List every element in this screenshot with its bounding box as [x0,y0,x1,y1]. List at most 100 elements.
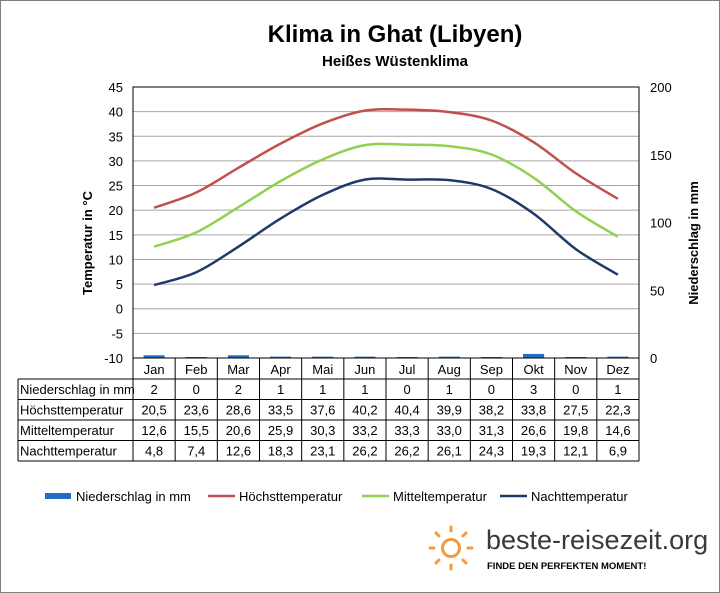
y-tick-label: 30 [109,154,123,169]
mean-temperature-line [153,142,619,248]
table-row-label: Nachttemperatur [20,444,117,459]
table-cell: 6,9 [609,444,627,459]
month-label: Nov [564,362,588,377]
month-label: Mar [227,362,250,377]
month-label: Jun [354,362,375,377]
table-cell: 2 [235,382,242,397]
table-cell: 4,8 [145,444,163,459]
legend-label: Niederschlag in mm [76,489,191,504]
y-tick-label: -10 [104,351,123,366]
table-cell: 12,1 [563,444,588,459]
table-cell: 31,3 [479,423,504,438]
table-cell: 23,6 [184,403,209,418]
month-label: Apr [270,362,291,377]
table-cell: 19,8 [563,423,588,438]
table-cell: 19,3 [521,444,546,459]
table-cell: 33,8 [521,403,546,418]
y-tick-label: 0 [116,302,123,317]
table-cell: 26,1 [437,444,462,459]
precipitation-bar [523,353,545,358]
table-cell: 1 [277,382,284,397]
table-cell: 28,6 [226,403,251,418]
night-temperature-line [153,177,619,287]
table-cell: 25,9 [268,423,293,438]
table-cell: 30,3 [310,423,335,438]
y-tick-label: 25 [109,179,123,194]
right-axis-ticks: 0 50 100 150 200 [650,80,672,366]
left-axis-ticks: -10 -5 0 5 10 15 20 25 30 35 40 45 [104,80,123,366]
table-cell: 1 [446,382,453,397]
table-cell: 37,6 [310,403,335,418]
table-cell: 20,5 [141,403,166,418]
y-tick-label: 10 [109,252,123,267]
table-cell: 2 [150,382,157,397]
table-cell: 33,3 [394,423,419,438]
brand-name: beste-reisezeit.org [486,525,708,555]
table-cell: 20,6 [226,423,251,438]
branding: beste-reisezeit.org FINDE DEN PERFEKTEN … [428,525,708,572]
table-cell: 26,6 [521,423,546,438]
table-cell: 0 [488,382,495,397]
table-cell: 40,2 [352,403,377,418]
table-cell: 40,4 [394,403,419,418]
table-cell: 26,2 [352,444,377,459]
y-tick-label: -5 [111,326,123,341]
table-cell: 0 [403,382,410,397]
month-label: Okt [523,362,544,377]
y2-axis-title: Niederschlag in mm [686,181,701,305]
table-cell: 26,2 [394,444,419,459]
temperature-lines [153,107,619,287]
table-cell: 12,6 [141,423,166,438]
precipitation-bar [143,355,165,358]
chart-title: Klima in Ghat (Libyen) [268,21,523,48]
y-tick-label: 5 [116,277,123,292]
y2-tick-label: 50 [650,283,664,298]
y-tick-label: 20 [109,203,123,218]
brand-slogan: FINDE DEN PERFEKTEN MOMENT! [487,561,646,572]
y-tick-label: 35 [109,129,123,144]
month-label: Mai [312,362,333,377]
table-cell: 7,4 [187,444,205,459]
table-cell: 33,5 [268,403,293,418]
table-cell: 1 [614,382,621,397]
table-cell: 0 [193,382,200,397]
y-tick-label: 40 [109,105,123,120]
table-cell: 38,2 [479,403,504,418]
table-row-label: Mitteltemperatur [20,423,115,438]
y-tick-label: 45 [109,80,123,95]
table-cell: 18,3 [268,444,293,459]
legend: Niederschlag in mm Höchsttemperatur Mittel… [45,489,628,504]
table-cell: 12,6 [226,444,251,459]
precipitation-bar [607,356,629,358]
chart-subtitle: Heißes Wüstenklima [322,53,469,70]
table-cell: 23,1 [310,444,335,459]
month-label: Jan [144,362,165,377]
data-table: Jan Feb Mar Apr Mai Jun Jul Aug Sep Okt Nov Dez Nied… [17,357,640,462]
table-cell: 1 [361,382,368,397]
month-label: Dez [606,362,629,377]
y-axis-title: Temperatur in °C [80,190,95,295]
precipitation-bar [312,356,334,358]
table-cell: 15,5 [184,423,209,438]
month-label: Sep [480,362,503,377]
table-cell: 0 [572,382,579,397]
precipitation-bar [227,355,249,358]
month-label: Jul [399,362,416,377]
legend-label: Nachttemperatur [531,489,628,504]
table-row-label: Höchsttemperatur [20,403,124,418]
precipitation-bar [354,356,376,358]
table-cell: 39,9 [437,403,462,418]
gridlines [133,111,639,334]
precipitation-bar [270,356,292,358]
precipitation-bar [438,356,460,358]
table-cell: 3 [530,382,537,397]
table-row-label: Niederschlag in mm [20,382,135,397]
y2-tick-label: 200 [650,80,672,95]
table-cell: 1 [319,382,326,397]
legend-label: Höchsttemperatur [239,489,343,504]
table-cell: 27,5 [563,403,588,418]
y-tick-label: 15 [109,228,123,243]
y2-tick-label: 100 [650,216,672,231]
